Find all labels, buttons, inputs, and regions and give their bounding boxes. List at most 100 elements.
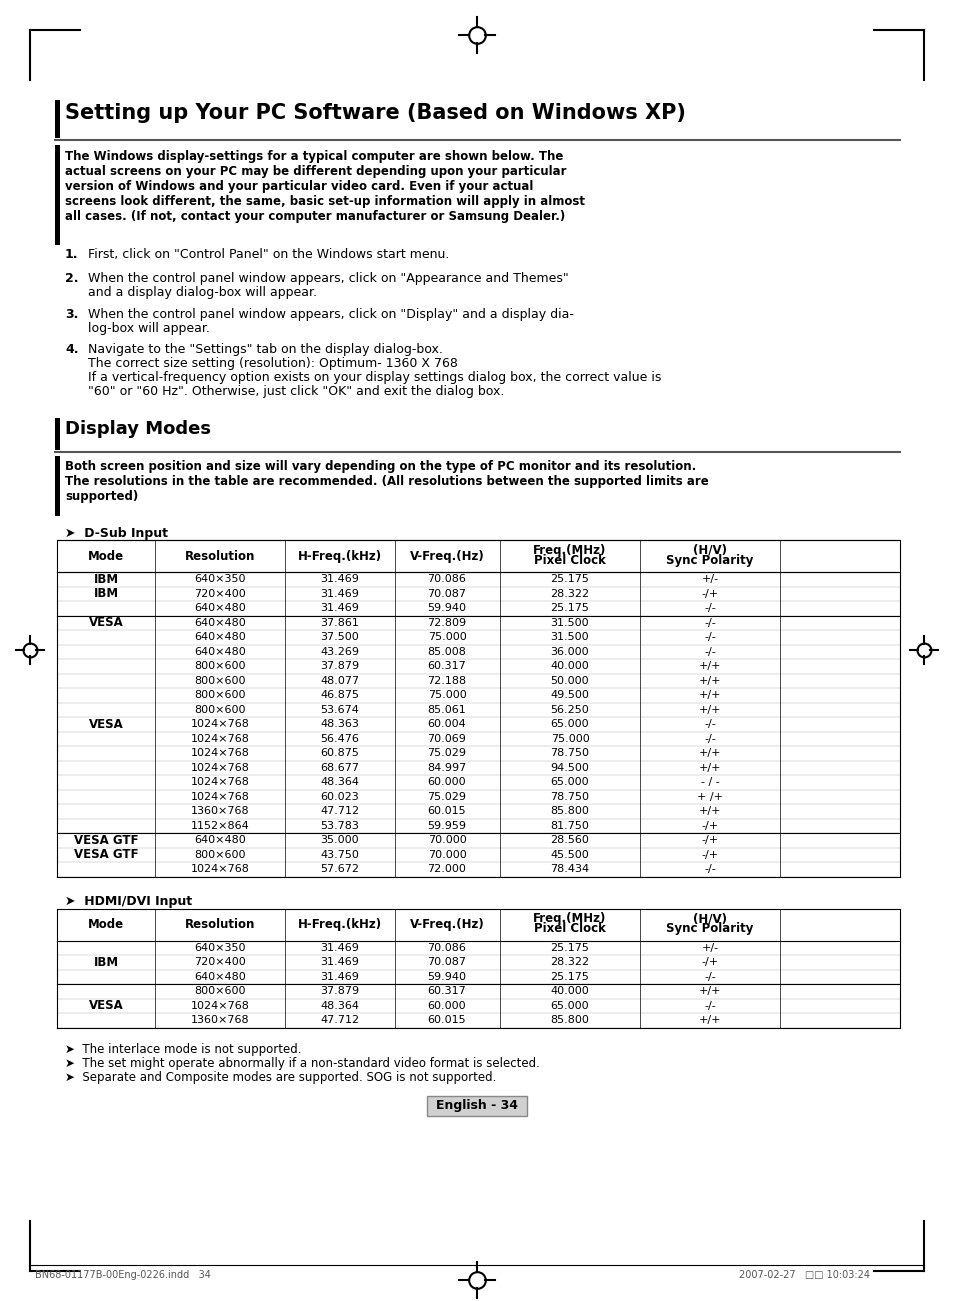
Text: 28.322: 28.322 — [550, 958, 589, 967]
Text: 35.000: 35.000 — [320, 835, 359, 846]
Text: Both screen position and size will vary depending on the type of PC monitor and : Both screen position and size will vary … — [65, 461, 696, 474]
Text: 31.500: 31.500 — [550, 632, 589, 643]
Text: 1024×768: 1024×768 — [191, 777, 249, 787]
Text: -/-: -/- — [703, 618, 715, 628]
Text: -/-: -/- — [703, 1000, 715, 1011]
Text: 3.: 3. — [65, 308, 78, 321]
Text: -/-: -/- — [703, 604, 715, 613]
Text: 75.000: 75.000 — [550, 734, 589, 744]
Bar — [55, 100, 60, 138]
Text: 28.560: 28.560 — [550, 835, 589, 846]
Text: +/+: +/+ — [698, 675, 720, 686]
Text: 60.000: 60.000 — [427, 1000, 466, 1011]
Text: 85.800: 85.800 — [550, 1015, 589, 1025]
Text: 60.015: 60.015 — [427, 807, 466, 816]
Text: +/-: +/- — [700, 943, 718, 952]
Text: +/+: +/+ — [698, 661, 720, 671]
Text: 47.712: 47.712 — [320, 807, 359, 816]
Text: 60.317: 60.317 — [427, 661, 466, 671]
Text: 56.476: 56.476 — [320, 734, 359, 744]
Text: -/+: -/+ — [700, 835, 718, 846]
Text: 28.322: 28.322 — [550, 589, 589, 598]
Text: -/-: -/- — [703, 719, 715, 730]
Text: 56.250: 56.250 — [550, 705, 589, 714]
Text: 25.175: 25.175 — [550, 943, 589, 952]
Text: -/-: -/- — [703, 972, 715, 982]
Text: 1024×768: 1024×768 — [191, 734, 249, 744]
Text: Resolution: Resolution — [185, 919, 254, 932]
Text: 65.000: 65.000 — [550, 719, 589, 730]
Text: +/+: +/+ — [698, 986, 720, 997]
Text: 53.674: 53.674 — [320, 705, 359, 714]
Text: 31.469: 31.469 — [320, 574, 359, 584]
Text: 31.469: 31.469 — [320, 943, 359, 952]
Text: ➤  The interlace mode is not supported.: ➤ The interlace mode is not supported. — [65, 1043, 301, 1056]
Text: (H/V): (H/V) — [692, 912, 726, 925]
Text: 43.269: 43.269 — [320, 647, 359, 657]
Text: H-Freq.(kHz): H-Freq.(kHz) — [297, 549, 381, 562]
Text: 49.500: 49.500 — [550, 691, 589, 700]
Text: 31.469: 31.469 — [320, 589, 359, 598]
Text: 57.672: 57.672 — [320, 864, 359, 874]
Text: Pixel Clock: Pixel Clock — [534, 922, 605, 935]
Text: Navigate to the "Settings" tab on the display dialog-box.: Navigate to the "Settings" tab on the di… — [88, 343, 442, 356]
Text: English - 34: English - 34 — [436, 1099, 517, 1112]
Text: 1152×864: 1152×864 — [191, 821, 249, 831]
Text: 4.: 4. — [65, 343, 78, 356]
Text: -/+: -/+ — [700, 958, 718, 967]
Text: First, click on "Control Panel" on the Windows start menu.: First, click on "Control Panel" on the W… — [88, 248, 449, 262]
Text: 1024×768: 1024×768 — [191, 864, 249, 874]
Text: +/+: +/+ — [698, 807, 720, 816]
Text: 70.087: 70.087 — [427, 589, 466, 598]
Text: 48.363: 48.363 — [320, 719, 359, 730]
Text: 40.000: 40.000 — [550, 661, 589, 671]
Bar — [55, 455, 60, 516]
Text: BN68-01177B-00Eng-0226.indd   34: BN68-01177B-00Eng-0226.indd 34 — [35, 1270, 211, 1280]
Text: IBM: IBM — [93, 587, 118, 600]
Text: 70.000: 70.000 — [427, 835, 466, 846]
Text: 37.500: 37.500 — [320, 632, 359, 643]
Text: -/-: -/- — [703, 632, 715, 643]
Text: (H/V): (H/V) — [692, 544, 726, 557]
Text: 45.500: 45.500 — [550, 850, 589, 860]
Text: The resolutions in the table are recommended. (All resolutions between the suppo: The resolutions in the table are recomme… — [65, 475, 708, 488]
Text: log-box will appear.: log-box will appear. — [88, 323, 210, 334]
Text: 37.879: 37.879 — [320, 661, 359, 671]
Bar — [57, 540, 899, 572]
Text: 85.008: 85.008 — [427, 647, 466, 657]
Text: Pixel Clock: Pixel Clock — [534, 553, 605, 566]
Text: Freq.(MHz): Freq.(MHz) — [533, 912, 606, 925]
Text: 43.750: 43.750 — [320, 850, 359, 860]
Text: ➤  The set might operate abnormally if a non-standard video format is selected.: ➤ The set might operate abnormally if a … — [65, 1058, 539, 1071]
Text: 65.000: 65.000 — [550, 1000, 589, 1011]
Text: If a vertical-frequency option exists on your display settings dialog box, the c: If a vertical-frequency option exists on… — [88, 371, 660, 384]
Text: IBM: IBM — [93, 572, 118, 585]
Text: 72.188: 72.188 — [427, 675, 466, 686]
Text: 60.015: 60.015 — [427, 1015, 466, 1025]
Text: 800×600: 800×600 — [194, 705, 246, 714]
Text: The correct size setting (resolution): Optimum- 1360 X 768: The correct size setting (resolution): O… — [88, 356, 457, 369]
Text: 60.875: 60.875 — [320, 748, 359, 758]
Text: 75.000: 75.000 — [427, 691, 466, 700]
Text: 31.469: 31.469 — [320, 958, 359, 967]
Text: 47.712: 47.712 — [320, 1015, 359, 1025]
Text: H-Freq.(kHz): H-Freq.(kHz) — [297, 919, 381, 932]
Text: 53.783: 53.783 — [320, 821, 359, 831]
Text: 65.000: 65.000 — [550, 777, 589, 787]
Text: 1024×768: 1024×768 — [191, 1000, 249, 1011]
Text: and a display dialog-box will appear.: and a display dialog-box will appear. — [88, 286, 316, 299]
Text: 48.077: 48.077 — [320, 675, 359, 686]
Bar — [55, 144, 60, 245]
Text: Sync Polarity: Sync Polarity — [665, 553, 753, 566]
Text: 59.940: 59.940 — [427, 972, 466, 982]
Text: version of Windows and your particular video card. Even if your actual: version of Windows and your particular v… — [65, 180, 533, 193]
Text: 720×400: 720×400 — [193, 958, 246, 967]
Text: 640×480: 640×480 — [193, 632, 246, 643]
Text: 48.364: 48.364 — [320, 1000, 359, 1011]
Text: ➤  Separate and Composite modes are supported. SOG is not supported.: ➤ Separate and Composite modes are suppo… — [65, 1072, 496, 1085]
Text: +/+: +/+ — [698, 762, 720, 773]
Text: 1360×768: 1360×768 — [191, 807, 249, 816]
Text: -/-: -/- — [703, 647, 715, 657]
Text: 640×350: 640×350 — [194, 574, 246, 584]
Text: 1360×768: 1360×768 — [191, 1015, 249, 1025]
